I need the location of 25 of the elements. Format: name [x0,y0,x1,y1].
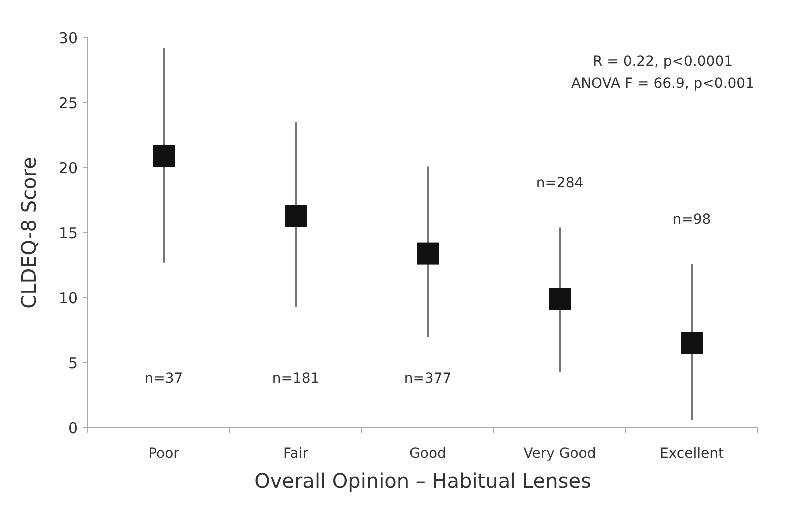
annotation: n=37 [144,370,184,387]
y-axis-title: CLDEQ-8 Score [17,157,41,309]
annotation: n=284 [536,176,584,192]
point [549,288,571,310]
point [285,205,307,228]
x-axis-title: Overall Opinion – Habitual Lenses [254,469,592,493]
y-tick-label: 30 [58,29,78,48]
x-tick-label: Poor [148,446,180,462]
y-tick-label: 20 [58,159,78,178]
x-tick-label: Excellent [660,446,724,462]
x-tick-label: Very Good [524,446,596,462]
y-tick-label: 25 [58,94,78,112]
y-tick-label: 0 [68,419,78,438]
x-tick-label: Good [410,446,446,462]
point [417,242,439,265]
point [681,332,703,354]
x-tick-label: Fair [284,446,309,462]
annotation: n=377 [404,370,452,387]
annotation: n=98 [672,212,712,228]
point [153,145,175,168]
y-tick-label: 15 [58,224,78,242]
annotation: R = 0.22, p<0.0001 ANOVA F = 66.9, p<0.001 [572,54,754,92]
annotation: n=181 [272,370,320,387]
y-tick-label: 10 [58,289,78,308]
y-tick-label: 5 [68,354,78,372]
